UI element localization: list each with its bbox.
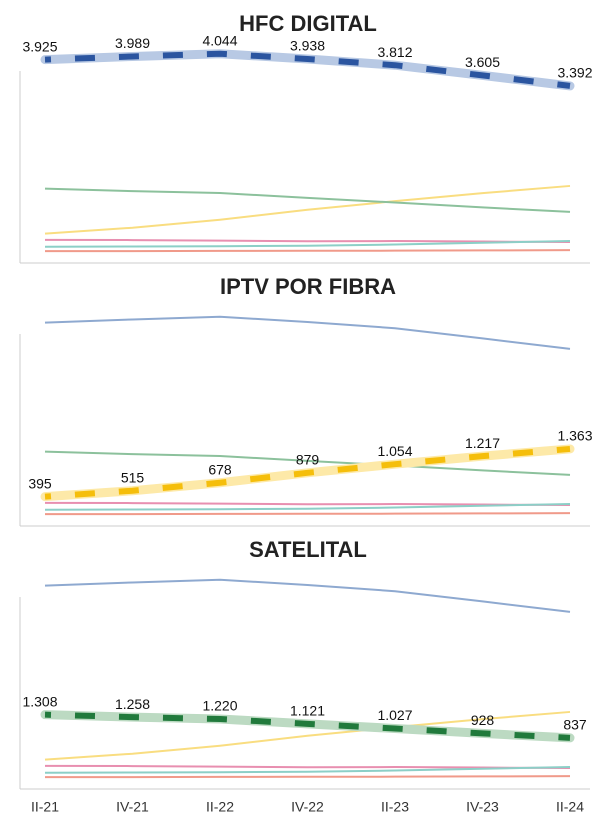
x-tick-label: II-21 [31, 799, 59, 815]
x-tick-label: IV-21 [116, 799, 149, 815]
series-line [44, 240, 571, 248]
series-line [44, 501, 571, 507]
x-tick-label: IV-23 [466, 799, 499, 815]
series-line [44, 315, 571, 350]
panel-title: HFC DIGITAL [239, 11, 377, 36]
series-line [44, 766, 571, 774]
highlight-line [44, 711, 571, 741]
value-label: 678 [208, 461, 232, 477]
value-label: 395 [28, 475, 52, 491]
value-label: 515 [121, 469, 145, 485]
value-label: 3.938 [290, 38, 325, 54]
value-label: 1.121 [290, 703, 325, 719]
series-line [44, 187, 571, 213]
series-line [44, 184, 571, 235]
x-tick-label: II-23 [381, 799, 409, 815]
x-tick-label: II-24 [556, 799, 584, 815]
series-line [44, 238, 571, 244]
series-line [44, 578, 571, 613]
series-line [44, 503, 571, 511]
panel-title: SATELITAL [249, 537, 367, 562]
value-label: 1.027 [377, 707, 412, 723]
series-line [44, 710, 571, 761]
value-label: 928 [471, 712, 495, 728]
series-line [44, 450, 571, 476]
series-line [44, 249, 571, 253]
highlight-line [44, 445, 571, 500]
value-label: 3.925 [22, 38, 57, 54]
value-label: 3.989 [115, 35, 150, 51]
x-tick-label: II-22 [206, 799, 234, 815]
value-label: 1.217 [465, 435, 500, 451]
value-label: 879 [296, 452, 320, 468]
series-line [44, 775, 571, 779]
panel-title: IPTV POR FIBRA [220, 274, 396, 299]
value-label: 1.363 [557, 428, 592, 444]
value-label: 3.812 [377, 44, 412, 60]
value-label: 1.054 [377, 443, 412, 459]
x-tick-label: IV-22 [291, 799, 324, 815]
value-label: 1.258 [115, 696, 150, 712]
highlight-line [44, 50, 571, 89]
series-line [44, 512, 571, 516]
value-label: 3.392 [557, 65, 592, 81]
value-label: 837 [563, 717, 587, 733]
value-label: 4.044 [202, 32, 237, 48]
value-label: 1.308 [22, 693, 57, 709]
series-line [44, 764, 571, 770]
value-label: 1.220 [202, 698, 237, 714]
value-label: 3.605 [465, 54, 500, 70]
